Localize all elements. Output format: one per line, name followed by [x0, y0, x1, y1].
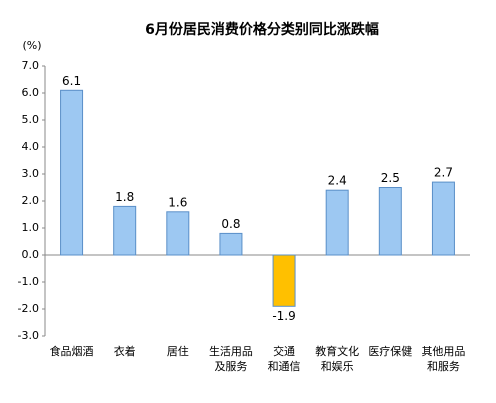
- y-tick-label: 7.0: [22, 59, 40, 72]
- y-unit: (%): [22, 39, 41, 52]
- value-label: 1.8: [115, 190, 134, 204]
- x-tick-label: 教育文化 和娱乐: [315, 345, 360, 373]
- bar: [219, 232, 243, 256]
- y-tick-label: 3.0: [22, 167, 40, 180]
- y-tick-label: -1.0: [18, 275, 39, 288]
- y-tick-label: 2.0: [22, 194, 40, 207]
- bar: [378, 187, 402, 256]
- value-label: 0.8: [221, 217, 240, 231]
- y-tick-label: 1.0: [22, 221, 40, 234]
- x-tick-label: 生活用品 及服务: [208, 345, 253, 373]
- value-label: 2.5: [381, 171, 400, 185]
- chart-title: 6月份居民消费价格分类别同比涨跌幅: [145, 21, 379, 38]
- y-tick-label: 0.0: [22, 248, 40, 261]
- x-tick-label: 医疗保健: [368, 345, 413, 358]
- y-tick-label: -2.0: [18, 302, 39, 315]
- y-tick-label: 4.0: [22, 140, 40, 153]
- bar: [113, 205, 137, 256]
- x-tick-label: 其他用品 和服务: [421, 345, 466, 373]
- value-label: 2.4: [328, 174, 347, 188]
- value-label: 6.1: [62, 74, 81, 88]
- value-label: 2.7: [434, 166, 453, 180]
- y-tick-label: 6.0: [22, 86, 40, 99]
- x-tick-label: 衣着: [113, 345, 136, 358]
- value-label: 1.6: [168, 195, 187, 209]
- y-tick-label: 5.0: [22, 113, 40, 126]
- value-label: -1.9: [272, 309, 295, 323]
- x-tick-label: 交通 和通信: [267, 345, 301, 373]
- x-tick-label: 居住: [166, 345, 189, 358]
- bar: [272, 254, 296, 307]
- y-tick-label: -3.0: [18, 329, 39, 342]
- bar: [325, 189, 349, 256]
- bar: [60, 89, 84, 256]
- bar: [166, 211, 190, 256]
- bar: [431, 181, 455, 256]
- x-tick-label: 食品烟酒: [49, 345, 94, 358]
